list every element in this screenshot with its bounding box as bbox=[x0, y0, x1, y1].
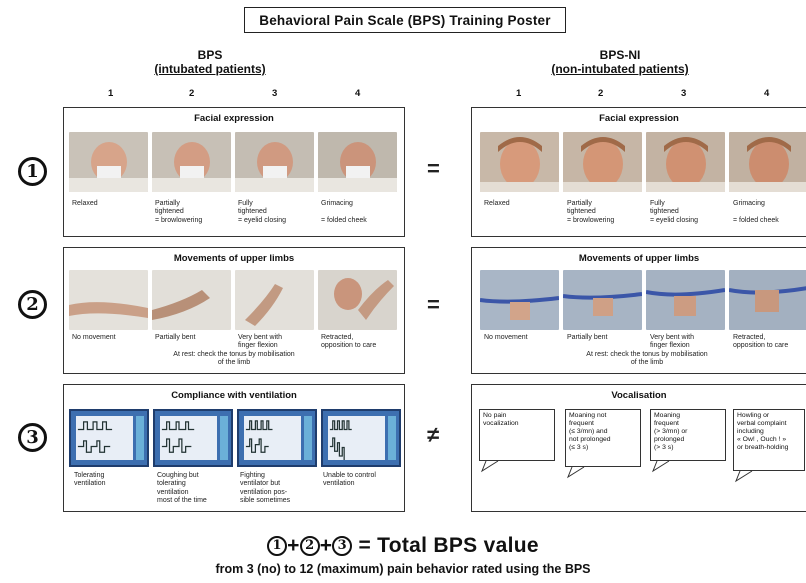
score-caption: Fully tightened = eyelid closing bbox=[650, 200, 699, 224]
panel-title: Movements of upper limbs bbox=[173, 253, 295, 264]
bpsni-facial-panel: Facial expression Relaxed Partially tigh… bbox=[471, 107, 806, 237]
score-label: 3 bbox=[681, 88, 687, 99]
formula-item-3: 3 bbox=[332, 536, 353, 557]
formula-item-2: 2 bbox=[299, 536, 320, 557]
face-photo bbox=[563, 132, 642, 192]
panel-title: Facial expression bbox=[599, 113, 679, 124]
limb-photo bbox=[729, 270, 806, 330]
score-caption: Grimacing = folded cheek bbox=[321, 200, 367, 224]
limb-photo bbox=[235, 270, 314, 330]
total-formula: 1 +2 +3 = Total BPS value bbox=[0, 534, 806, 558]
score-caption: Partially tightened = browlowering bbox=[567, 200, 615, 224]
face-photo bbox=[480, 132, 559, 192]
score-label: 1 bbox=[516, 88, 522, 99]
face-photo bbox=[152, 132, 231, 192]
item-number-1: 1 bbox=[18, 157, 47, 186]
speech-bubble: Howling or verbal complaint including « … bbox=[733, 409, 805, 471]
score-caption: Coughing but tolerating ventilation most… bbox=[157, 472, 207, 504]
bps-heading-title: BPS bbox=[197, 48, 223, 62]
face-photo bbox=[729, 132, 806, 192]
score-caption: Tolerating ventilation bbox=[74, 472, 106, 488]
limb-note: At rest: check the tonus by mobilisation… bbox=[586, 351, 708, 367]
ventilator-screen bbox=[321, 409, 401, 467]
formula-item-1: 1 bbox=[267, 536, 288, 557]
ventilator-screen bbox=[69, 409, 149, 467]
panel-title: Compliance with ventilation bbox=[171, 390, 297, 401]
ventilator-screen bbox=[153, 409, 233, 467]
panel-title: Facial expression bbox=[194, 113, 274, 124]
limb-photo bbox=[646, 270, 725, 330]
score-caption: Partially tightened = browlowering bbox=[155, 200, 203, 224]
score-caption: Fighting ventilator but ventilation pos-… bbox=[240, 472, 291, 504]
equals-sign: = bbox=[427, 156, 440, 181]
limb-photo bbox=[480, 270, 559, 330]
score-caption: Very bent with finger flexion bbox=[650, 334, 694, 350]
item-number-3: 3 bbox=[18, 423, 47, 452]
bps-heading: BPS (intubated patients) bbox=[150, 48, 270, 76]
score-caption: Very bent with finger flexion bbox=[238, 334, 282, 350]
item-number-2: 2 bbox=[18, 290, 47, 319]
formula-text: = Total BPS value bbox=[358, 534, 539, 557]
bpsni-limbs-panel: Movements of upper limbs No movement Par… bbox=[471, 247, 806, 374]
bpsni-vocalisation-panel: Vocalisation No pain vocalization Moanin… bbox=[471, 384, 806, 512]
panel-title: Vocalisation bbox=[611, 390, 667, 401]
limb-photo bbox=[152, 270, 231, 330]
score-label: 2 bbox=[189, 88, 195, 99]
not-equal-sign: ≠ bbox=[427, 422, 440, 447]
score-caption: Relaxed bbox=[72, 200, 98, 207]
limb-photo bbox=[69, 270, 148, 330]
speech-bubble: Moaning not frequent (≤ 3/mn) and not pr… bbox=[565, 409, 641, 467]
face-photo bbox=[318, 132, 397, 192]
score-label: 3 bbox=[272, 88, 278, 99]
speech-bubble: No pain vocalization bbox=[479, 409, 555, 461]
score-label: 4 bbox=[764, 88, 770, 99]
score-caption: No movement bbox=[484, 334, 528, 341]
equals-sign: = bbox=[427, 292, 440, 317]
score-caption: No movement bbox=[72, 334, 116, 341]
bps-ventilation-panel: Compliance with ventilation Tolerating v… bbox=[63, 384, 405, 512]
score-label: 2 bbox=[598, 88, 604, 99]
bps-limbs-panel: Movements of upper limbs No movement Par… bbox=[63, 247, 405, 374]
score-caption: Retracted, opposition to care bbox=[321, 334, 377, 350]
panel-title: Movements of upper limbs bbox=[578, 253, 700, 264]
limb-note: At rest: check the tonus by mobilisation… bbox=[173, 351, 295, 367]
score-label: 4 bbox=[355, 88, 361, 99]
score-caption: Partially bent bbox=[567, 334, 608, 341]
score-caption: Relaxed bbox=[484, 200, 510, 207]
face-photo bbox=[69, 132, 148, 192]
poster-title: Behavioral Pain Scale (BPS) Training Pos… bbox=[244, 7, 566, 33]
score-caption: Unable to control ventilation bbox=[323, 472, 376, 488]
bps-facial-panel: Facial expression Relaxed Partially tigh… bbox=[63, 107, 405, 237]
bpsni-heading-sub: (non-intubated patients) bbox=[551, 62, 689, 76]
score-caption: Grimacing = folded cheek bbox=[733, 200, 779, 224]
face-photo bbox=[646, 132, 725, 192]
speech-bubble: Moaning frequent (> 3/mn) or prolonged (… bbox=[650, 409, 726, 461]
score-caption: Fully tightened = eyelid closing bbox=[238, 200, 287, 224]
score-label: 1 bbox=[108, 88, 114, 99]
score-caption: Partially bent bbox=[155, 334, 196, 341]
limb-photo bbox=[563, 270, 642, 330]
bpsni-heading: BPS-NI (non-intubated patients) bbox=[530, 48, 710, 76]
ventilator-screen bbox=[237, 409, 317, 467]
footer-note: from 3 (no) to 12 (maximum) pain behavio… bbox=[215, 562, 591, 576]
bps-heading-sub: (intubated patients) bbox=[154, 62, 266, 76]
limb-photo bbox=[318, 270, 397, 330]
face-photo bbox=[235, 132, 314, 192]
score-caption: Retracted, opposition to care bbox=[733, 334, 789, 350]
bpsni-heading-title: BPS-NI bbox=[599, 48, 641, 62]
